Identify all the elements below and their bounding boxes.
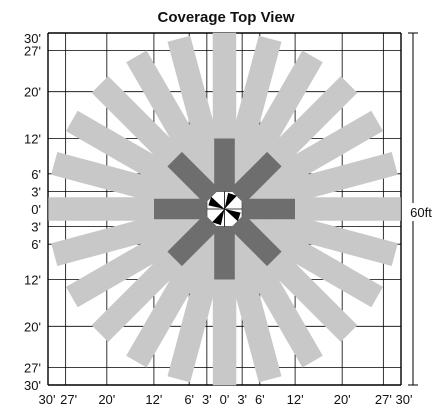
- diagram-title: Coverage Top View: [158, 9, 295, 26]
- near-zone-beams: [154, 138, 295, 280]
- near-zone-beam: [229, 214, 282, 267]
- dimension-label: 60ft: [410, 205, 432, 220]
- near-zone-beam: [229, 151, 282, 204]
- far-zone-beam: [226, 50, 323, 195]
- y-tick-label: 3': [31, 220, 41, 235]
- dimension-indicator: 60ft: [405, 32, 437, 386]
- x-tick-label: 3': [202, 392, 212, 407]
- x-tick-label: 12': [145, 392, 162, 407]
- x-tick-label: 20': [98, 392, 115, 407]
- x-tick-label: 3': [237, 392, 247, 407]
- near-zone-beam: [167, 214, 220, 267]
- y-tick-label: 20': [24, 319, 41, 334]
- y-tick-label: 27': [24, 44, 41, 59]
- y-tick-label: 30': [24, 378, 41, 393]
- near-zone-beam: [167, 151, 220, 204]
- far-zone-beam: [66, 110, 210, 208]
- y-tick-label: 12': [24, 132, 41, 147]
- center-arrow: [224, 209, 241, 222]
- far-zone-beam: [239, 110, 383, 208]
- center-arrow: [208, 196, 225, 209]
- y-tick-label: 20': [24, 85, 41, 100]
- x-tick-label: 27': [375, 392, 392, 407]
- x-tick-label: 0': [220, 392, 230, 407]
- x-tick-label: 20': [334, 392, 351, 407]
- y-tick-label: 0': [31, 202, 41, 217]
- near-zone-beam: [214, 138, 235, 192]
- x-tick-label: 6': [184, 392, 194, 407]
- center-arrows: [208, 192, 241, 226]
- center-arrow: [212, 209, 225, 226]
- y-tick-label: 12': [24, 272, 41, 287]
- near-zone-beam: [242, 198, 295, 220]
- x-tick-label: 27': [60, 392, 77, 407]
- x-tick-label: 30': [39, 392, 56, 407]
- x-tick-label: 6': [255, 392, 265, 407]
- y-axis-labels: 30'27'20'12'6'3'0'3'6'12'20'27'30': [24, 31, 41, 393]
- x-axis-labels: 30' 27' 20' 12' 6' 3' 0' 3' 6' 12' 20' 27' 30': [39, 392, 413, 407]
- y-tick-label: 6': [31, 237, 41, 252]
- dimension-label-bg: [405, 203, 437, 221]
- far-zone-beam: [126, 50, 223, 195]
- center-arrow: [224, 192, 237, 209]
- y-tick-label: 6': [31, 167, 41, 182]
- far-zone-beam: [126, 223, 223, 368]
- x-tick-label: 30': [396, 392, 413, 407]
- far-zone-beam: [226, 223, 323, 368]
- y-tick-label: 27': [24, 360, 41, 375]
- near-zone-beam: [214, 226, 235, 280]
- y-tick-label: 3': [31, 184, 41, 199]
- far-zone-beam: [239, 210, 383, 308]
- near-zone-beam: [154, 198, 207, 220]
- y-tick-label: 30': [24, 31, 41, 46]
- x-tick-label: 12': [287, 392, 304, 407]
- far-zone-beam: [66, 210, 210, 308]
